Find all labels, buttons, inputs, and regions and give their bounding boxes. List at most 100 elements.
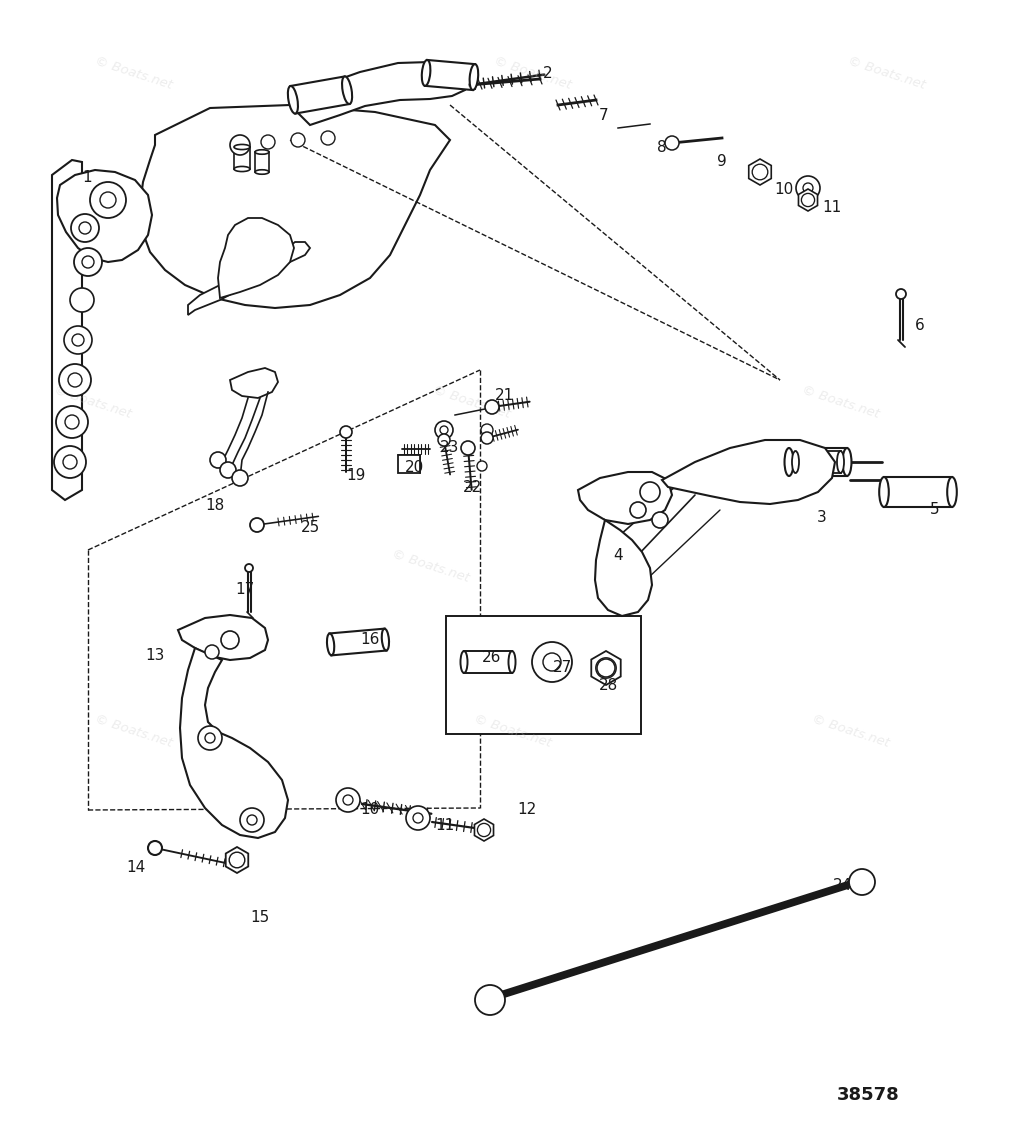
Text: 20: 20 <box>405 460 424 475</box>
Circle shape <box>291 133 305 147</box>
Text: 27: 27 <box>552 661 572 675</box>
Circle shape <box>220 462 236 478</box>
Text: 25: 25 <box>300 520 320 535</box>
Circle shape <box>221 631 239 649</box>
Text: 3: 3 <box>817 511 827 526</box>
Circle shape <box>56 406 88 438</box>
Text: 16: 16 <box>361 632 379 647</box>
Ellipse shape <box>508 651 516 673</box>
Polygon shape <box>290 62 470 125</box>
Circle shape <box>630 502 646 518</box>
Polygon shape <box>748 159 771 185</box>
Text: 18: 18 <box>205 497 224 512</box>
Text: 28: 28 <box>600 678 619 692</box>
Text: 15: 15 <box>250 911 270 926</box>
Text: 5: 5 <box>931 503 940 518</box>
Text: 13: 13 <box>146 647 165 663</box>
Polygon shape <box>255 152 269 172</box>
Text: 10: 10 <box>774 182 793 197</box>
Text: © Boats.net: © Boats.net <box>92 712 174 750</box>
Circle shape <box>340 426 352 438</box>
Circle shape <box>478 824 491 836</box>
Circle shape <box>485 400 499 414</box>
Circle shape <box>336 787 360 812</box>
Text: 17: 17 <box>236 582 254 597</box>
Circle shape <box>205 645 219 659</box>
Text: 21: 21 <box>494 389 514 403</box>
Circle shape <box>803 184 813 193</box>
Polygon shape <box>234 147 250 169</box>
Text: 22: 22 <box>462 479 482 494</box>
Circle shape <box>543 653 561 671</box>
Ellipse shape <box>792 451 800 472</box>
Ellipse shape <box>234 144 250 150</box>
Polygon shape <box>594 520 652 616</box>
Circle shape <box>230 135 250 155</box>
Polygon shape <box>798 189 818 211</box>
Ellipse shape <box>422 60 430 86</box>
Polygon shape <box>591 651 621 685</box>
Text: 4: 4 <box>613 548 623 563</box>
Circle shape <box>802 194 815 206</box>
Polygon shape <box>789 448 847 476</box>
Ellipse shape <box>837 451 844 472</box>
Ellipse shape <box>843 448 852 476</box>
Circle shape <box>65 415 79 429</box>
Circle shape <box>64 326 92 353</box>
Circle shape <box>59 364 91 397</box>
Text: 2: 2 <box>543 66 552 80</box>
Ellipse shape <box>381 629 390 650</box>
Circle shape <box>321 131 335 145</box>
Circle shape <box>896 289 906 299</box>
Circle shape <box>90 182 126 218</box>
Text: 7: 7 <box>600 109 609 123</box>
Ellipse shape <box>288 86 298 113</box>
Circle shape <box>100 191 116 208</box>
Circle shape <box>481 424 493 436</box>
Circle shape <box>849 869 875 895</box>
Bar <box>398 455 420 472</box>
Ellipse shape <box>327 633 334 655</box>
Circle shape <box>71 214 99 242</box>
Polygon shape <box>140 105 450 308</box>
Polygon shape <box>464 651 512 673</box>
Circle shape <box>413 813 423 823</box>
Polygon shape <box>884 477 952 506</box>
Text: 26: 26 <box>483 649 501 664</box>
Circle shape <box>74 248 102 276</box>
Ellipse shape <box>255 170 269 174</box>
Polygon shape <box>330 629 386 655</box>
Text: © Boats.net: © Boats.net <box>430 383 512 421</box>
Circle shape <box>752 164 768 180</box>
Text: © Boats.net: © Boats.net <box>472 712 554 750</box>
Circle shape <box>477 461 487 471</box>
Polygon shape <box>218 218 294 298</box>
Circle shape <box>665 136 679 150</box>
Polygon shape <box>188 242 310 315</box>
Ellipse shape <box>250 518 264 533</box>
Ellipse shape <box>234 167 250 171</box>
Ellipse shape <box>148 841 162 855</box>
Circle shape <box>475 985 505 1015</box>
Circle shape <box>82 256 94 269</box>
Ellipse shape <box>947 477 956 506</box>
Polygon shape <box>178 615 268 661</box>
Polygon shape <box>230 368 278 398</box>
Polygon shape <box>425 60 475 90</box>
Circle shape <box>205 733 215 743</box>
Circle shape <box>343 795 353 806</box>
Text: 19: 19 <box>346 469 366 484</box>
Text: © Boats.net: © Boats.net <box>92 54 174 93</box>
Circle shape <box>596 658 616 679</box>
Circle shape <box>68 373 82 387</box>
Circle shape <box>247 815 257 825</box>
Ellipse shape <box>460 651 467 673</box>
Polygon shape <box>795 451 840 472</box>
Circle shape <box>72 334 84 346</box>
Circle shape <box>461 441 475 455</box>
Text: 6: 6 <box>915 317 925 332</box>
Text: 11: 11 <box>822 199 842 214</box>
Circle shape <box>230 852 245 868</box>
Polygon shape <box>180 648 288 838</box>
Bar <box>446 616 641 734</box>
